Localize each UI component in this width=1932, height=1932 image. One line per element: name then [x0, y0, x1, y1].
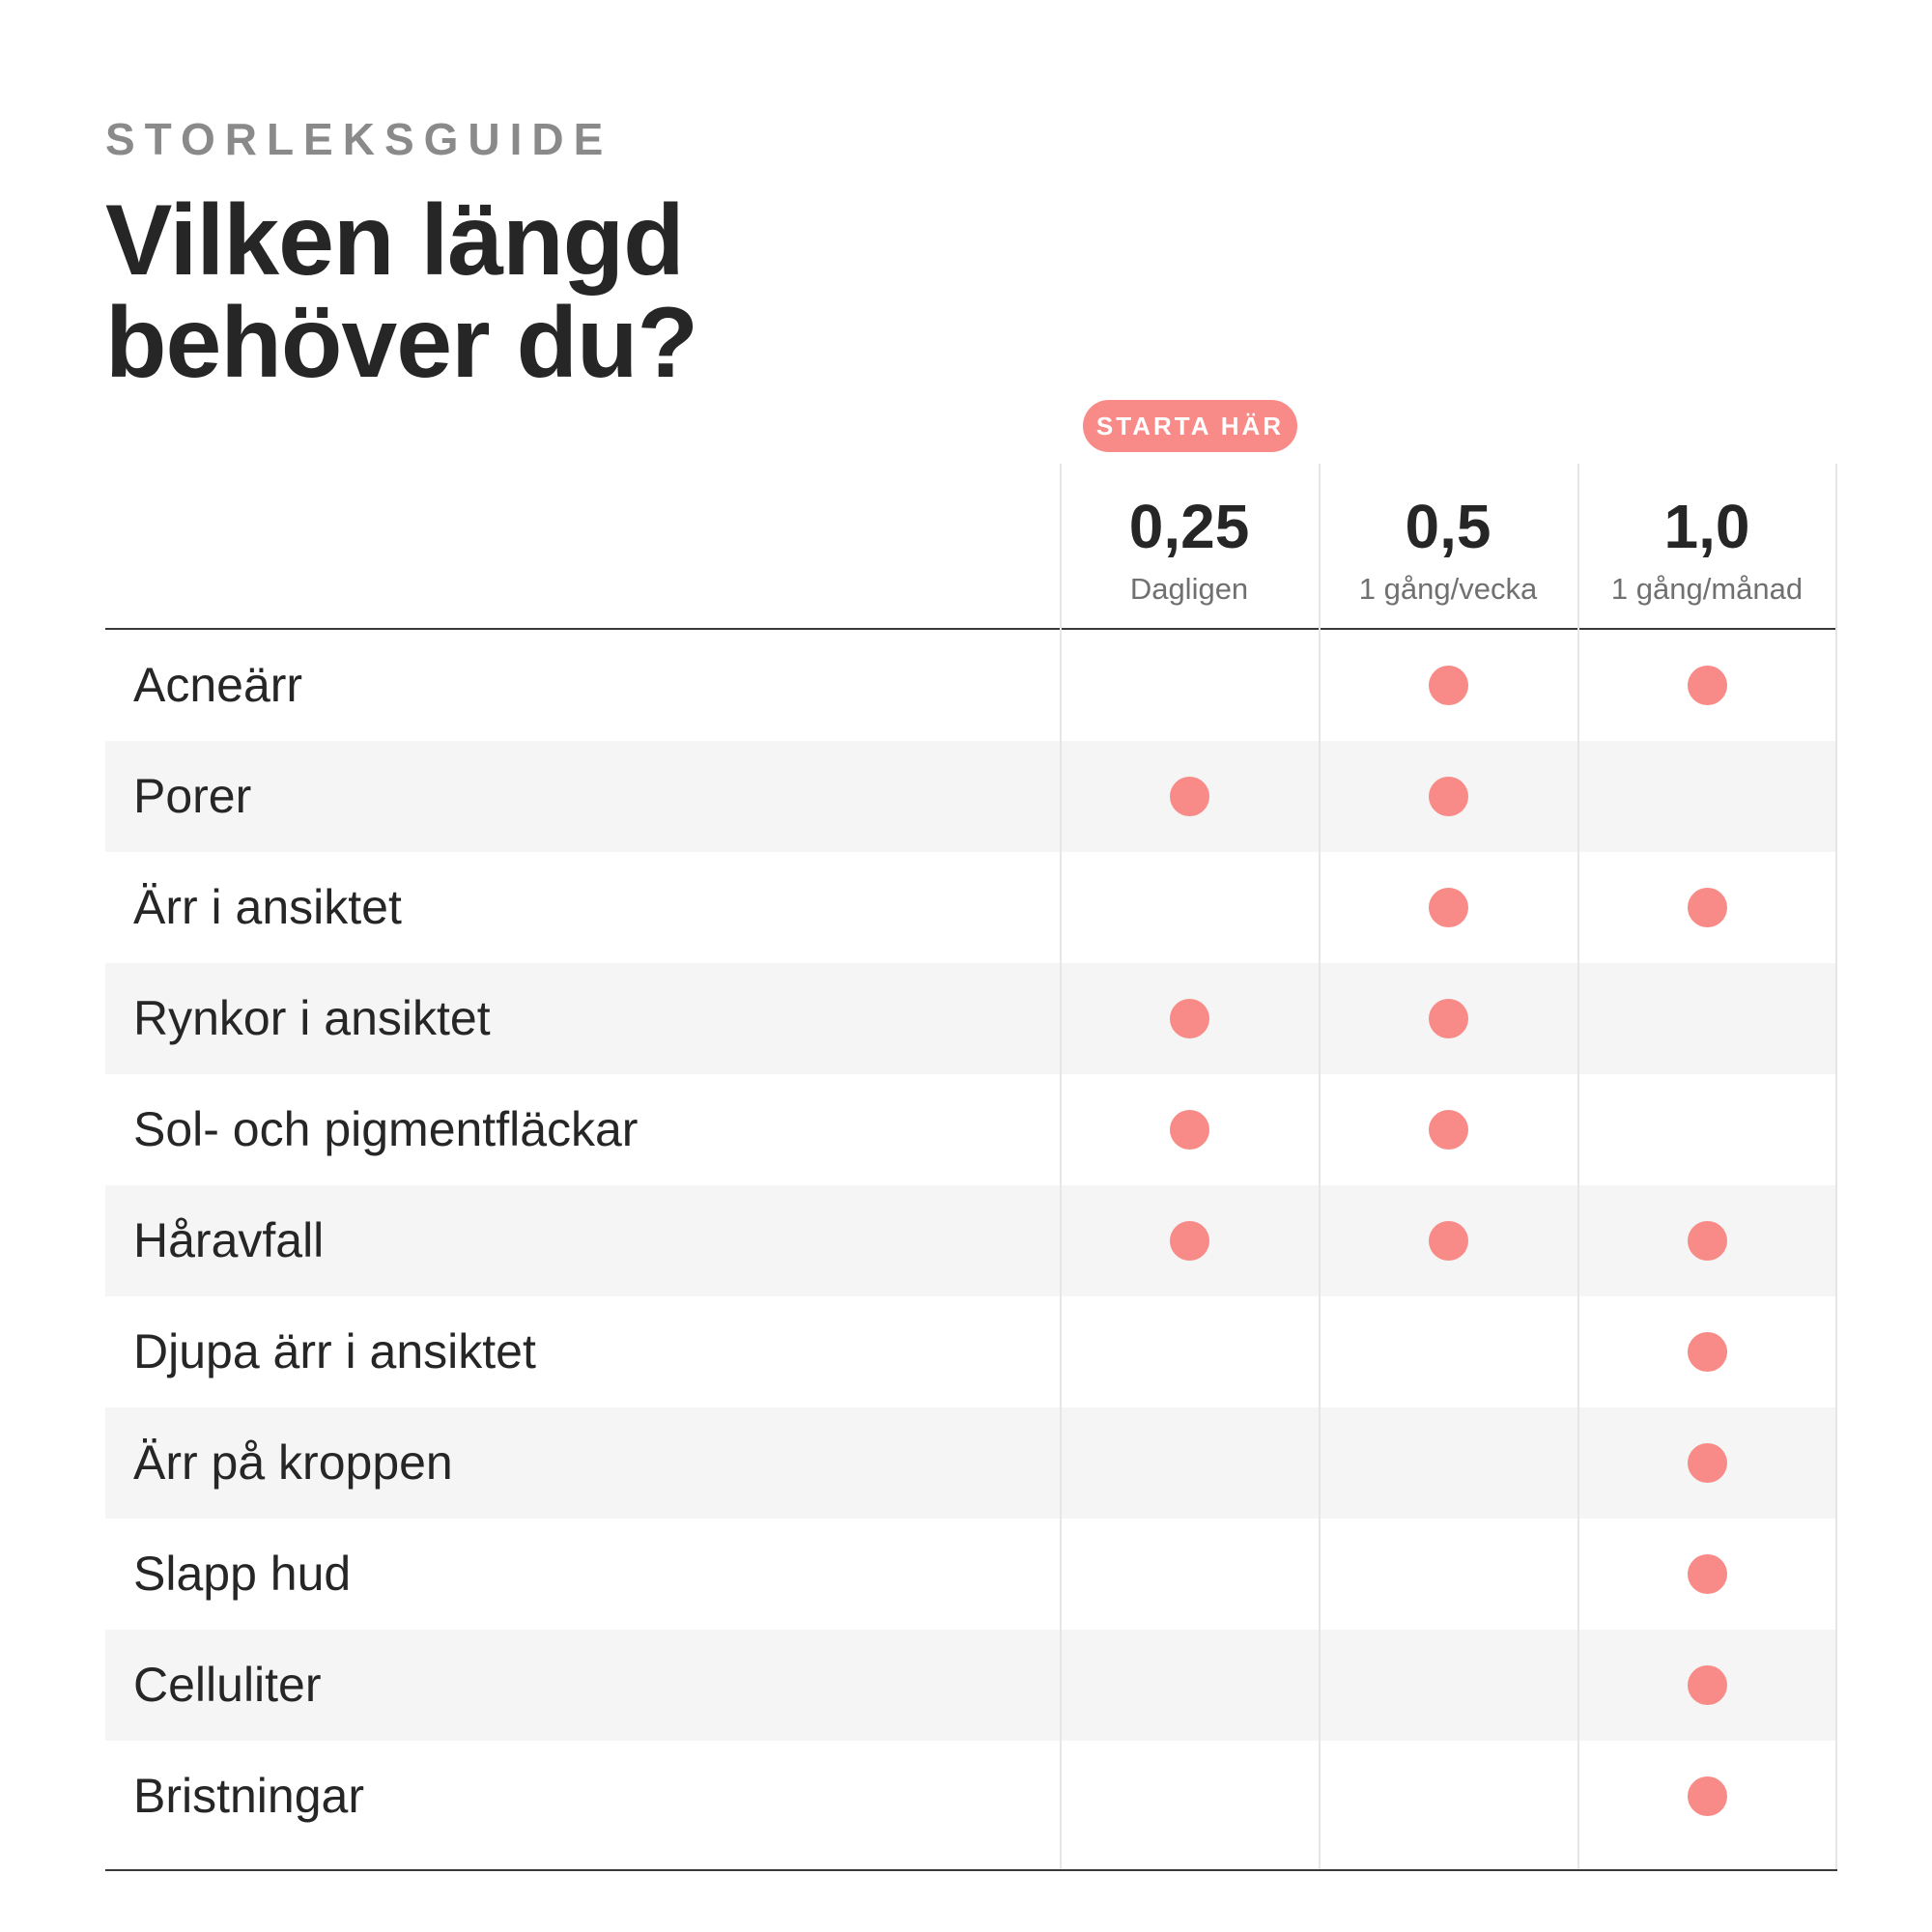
- table-cell: [1577, 852, 1836, 963]
- table-cell: [1319, 963, 1577, 1074]
- table-row: Porer: [105, 741, 1837, 852]
- recommended-dot-icon: [1688, 888, 1727, 927]
- table-cell: [1577, 630, 1836, 741]
- table-cell: [1319, 741, 1577, 852]
- recommended-dot-icon: [1688, 1332, 1727, 1372]
- recommended-dot-icon: [1688, 1665, 1727, 1705]
- bottom-divider: [105, 1869, 1837, 1871]
- column-length: 0,5: [1405, 492, 1492, 561]
- recommended-dot-icon: [1429, 888, 1468, 927]
- row-label: Celluliter: [133, 1658, 322, 1712]
- row-label: Djupa ärr i ansiktet: [133, 1324, 536, 1378]
- eyebrow-label: STORLEKSGUIDE: [105, 114, 613, 164]
- row-label: Rynkor i ansiktet: [133, 991, 491, 1045]
- recommended-dot-icon: [1429, 777, 1468, 816]
- table-body: Acneärr Porer Ärr i ansiktet Rynkor i ansik…: [105, 630, 1837, 1852]
- column-divider: [1577, 464, 1579, 1869]
- table-header: 0,25 Dagligen 0,5 1 gång/vecka 1,0 1 gån…: [105, 464, 1837, 630]
- table-cell: [1060, 1074, 1319, 1185]
- table-cell: [1319, 1185, 1577, 1296]
- table-cell: [1319, 1296, 1577, 1407]
- table-cell: [1060, 852, 1319, 963]
- recommended-dot-icon: [1688, 1776, 1727, 1816]
- table-cell: [1577, 1074, 1836, 1185]
- table-row: Acneärr: [105, 630, 1837, 741]
- title-line-2: behöver du?: [105, 287, 698, 399]
- table-row: Ärr på kroppen: [105, 1407, 1837, 1519]
- table-cell: [1319, 1741, 1577, 1852]
- table-row: Slapp hud: [105, 1519, 1837, 1630]
- table-cell: [1060, 963, 1319, 1074]
- table-cell: [1060, 1519, 1319, 1630]
- row-label: Acneärr: [133, 658, 303, 712]
- table-cell: [1577, 963, 1836, 1074]
- column-divider: [1319, 464, 1321, 1869]
- column-header-0-5: 0,5 1 gång/vecka: [1319, 464, 1577, 628]
- page-title: Vilken längd behöver du?: [105, 185, 698, 399]
- start-here-badge: STARTA HÄR: [1083, 400, 1297, 452]
- row-label: Håravfall: [133, 1213, 325, 1267]
- row-label: Porer: [133, 769, 252, 823]
- header-divider: [105, 628, 1837, 630]
- table-row: Sol- och pigmentfläckar: [105, 1074, 1837, 1185]
- recommended-dot-icon: [1170, 1221, 1209, 1261]
- table-row: Håravfall: [105, 1185, 1837, 1296]
- title-line-1: Vilken längd: [105, 185, 685, 297]
- size-guide-table: 0,25 Dagligen 0,5 1 gång/vecka 1,0 1 gån…: [105, 464, 1837, 1871]
- column-length: 0,25: [1128, 492, 1250, 561]
- column-divider: [1835, 464, 1837, 1869]
- row-label: Bristningar: [133, 1769, 364, 1823]
- table-cell: [1319, 852, 1577, 963]
- table-cell: [1577, 1630, 1836, 1741]
- column-frequency: Dagligen: [1129, 572, 1249, 606]
- row-label: Sol- och pigmentfläckar: [133, 1102, 639, 1156]
- column-divider: [1060, 464, 1062, 1869]
- table-cell: [1319, 1407, 1577, 1519]
- table-cell: [1577, 1296, 1836, 1407]
- row-label: Ärr i ansiktet: [133, 880, 402, 934]
- table-cell: [1319, 1519, 1577, 1630]
- recommended-dot-icon: [1429, 1110, 1468, 1150]
- table-row: Celluliter: [105, 1630, 1837, 1741]
- table-cell: [1060, 1185, 1319, 1296]
- table-cell: [1577, 1741, 1836, 1852]
- table-row: Rynkor i ansiktet: [105, 963, 1837, 1074]
- table-cell: [1577, 1185, 1836, 1296]
- column-frequency: 1 gång/vecka: [1358, 572, 1538, 606]
- recommended-dot-icon: [1688, 666, 1727, 705]
- table-cell: [1577, 1407, 1836, 1519]
- table-cell: [1060, 1741, 1319, 1852]
- table-cell: [1577, 741, 1836, 852]
- recommended-dot-icon: [1688, 1443, 1727, 1483]
- table-row: Bristningar: [105, 1741, 1837, 1852]
- recommended-dot-icon: [1429, 1221, 1468, 1261]
- table-cell: [1060, 1407, 1319, 1519]
- recommended-dot-icon: [1170, 777, 1209, 816]
- table-cell: [1060, 741, 1319, 852]
- column-header-0-25: 0,25 Dagligen: [1060, 464, 1319, 628]
- table-cell: [1060, 1630, 1319, 1741]
- table-cell: [1060, 630, 1319, 741]
- table-row: Djupa ärr i ansiktet: [105, 1296, 1837, 1407]
- recommended-dot-icon: [1170, 999, 1209, 1038]
- table-cell: [1319, 1074, 1577, 1185]
- column-header-1-0: 1,0 1 gång/månad: [1577, 464, 1836, 628]
- recommended-dot-icon: [1688, 1554, 1727, 1594]
- row-label: Ärr på kroppen: [133, 1435, 453, 1490]
- recommended-dot-icon: [1429, 666, 1468, 705]
- recommended-dot-icon: [1688, 1221, 1727, 1261]
- table-cell: [1577, 1519, 1836, 1630]
- row-label: Slapp hud: [133, 1547, 352, 1601]
- recommended-dot-icon: [1170, 1110, 1209, 1150]
- recommended-dot-icon: [1429, 999, 1468, 1038]
- table-row: Ärr i ansiktet: [105, 852, 1837, 963]
- table-cell: [1060, 1296, 1319, 1407]
- table-cell: [1319, 630, 1577, 741]
- column-frequency: 1 gång/månad: [1610, 572, 1804, 606]
- column-length: 1,0: [1663, 492, 1750, 561]
- table-cell: [1319, 1630, 1577, 1741]
